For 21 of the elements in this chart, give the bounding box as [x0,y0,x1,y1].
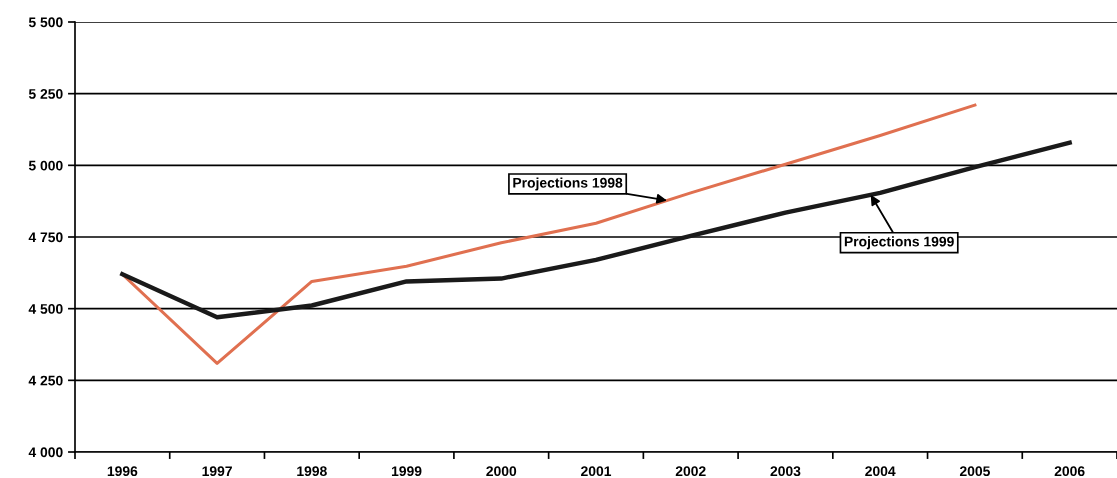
y-tick-label: 5 250 [28,89,63,99]
x-tick-label: 1999 [391,466,422,477]
x-tick-label: 2000 [486,466,517,477]
series-label: Projections 1998 [513,177,623,191]
x-tick-label: 2001 [581,466,612,477]
y-tick-label: 4 000 [28,447,63,458]
x-tick-label: 2003 [770,466,801,477]
x-tick-label: 2002 [675,466,706,477]
y-tick-label: 4 250 [28,375,63,386]
y-tick-label: 5 500 [28,17,63,28]
line-series [120,140,1072,320]
x-tick-label: 1997 [202,466,232,477]
x-tick-label: 2005 [959,466,990,477]
x-tick-label: 1998 [297,466,327,477]
x-tick-label: 1996 [107,466,138,477]
y-tick-label: 4 750 [28,232,63,243]
text: Projections 1999 [844,236,954,250]
y-tick-label: 4 500 [28,304,63,314]
y-tick-label: 5 000 [28,160,63,171]
x-tick-label: 2006 [1054,466,1085,477]
x-tick-label: 2004 [865,466,896,477]
